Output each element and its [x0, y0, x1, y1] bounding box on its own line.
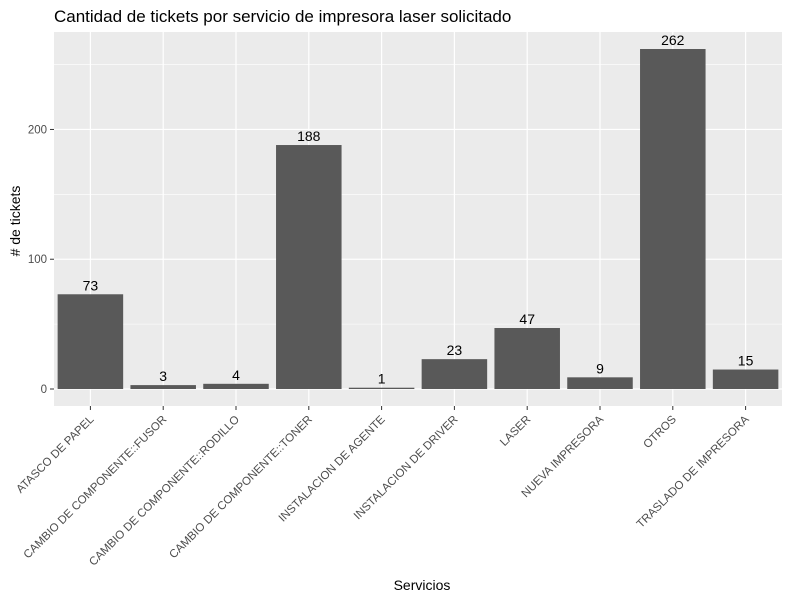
- data-label: 1: [378, 371, 386, 387]
- bar: [276, 145, 342, 389]
- bars: [57, 49, 779, 389]
- data-label: 73: [83, 277, 99, 293]
- data-label: 4: [232, 367, 240, 383]
- bar: [130, 385, 196, 389]
- x-tick-label: CAMBIO DE COMPONENTE::TONER: [167, 414, 314, 561]
- data-label: 9: [596, 360, 604, 376]
- x-tick-label: ATASCO DE PAPEL: [14, 413, 97, 496]
- data-labels: 73 3 4 188 1 23 47 9 262 15: [83, 32, 754, 387]
- bar: [348, 387, 415, 389]
- y-tick-label: 100: [28, 254, 47, 266]
- bar: [203, 383, 269, 389]
- data-label: 188: [297, 128, 321, 144]
- bar: [57, 294, 124, 389]
- y-axis-title: # de tickets: [7, 186, 23, 257]
- data-label: 15: [738, 353, 754, 369]
- data-label: 3: [159, 368, 167, 384]
- x-tick-label: NUEVA IMPRESORA: [520, 413, 607, 500]
- x-tick-label: OTROS: [642, 413, 680, 451]
- y-axis: 0 100 200: [28, 124, 54, 396]
- x-tick-label: CAMBIO DE COMPONENTE::RODILLO: [87, 414, 242, 569]
- bar: [640, 49, 706, 389]
- data-label: 47: [519, 311, 535, 327]
- data-label: 23: [447, 342, 463, 358]
- x-tick-label: LASER: [498, 414, 533, 449]
- data-label: 262: [661, 32, 685, 48]
- y-tick-label: 0: [41, 384, 47, 396]
- bar: [494, 328, 560, 389]
- bar: [567, 377, 633, 389]
- x-tick-label: CAMBIO DE COMPONENTE::FUSOR: [22, 414, 170, 562]
- bar: [421, 359, 488, 389]
- y-tick-label: 200: [28, 124, 47, 136]
- bar: [712, 369, 779, 389]
- chart-title: Cantidad de tickets por servicio de impr…: [54, 7, 511, 26]
- x-axis-title: Servicios: [394, 577, 451, 593]
